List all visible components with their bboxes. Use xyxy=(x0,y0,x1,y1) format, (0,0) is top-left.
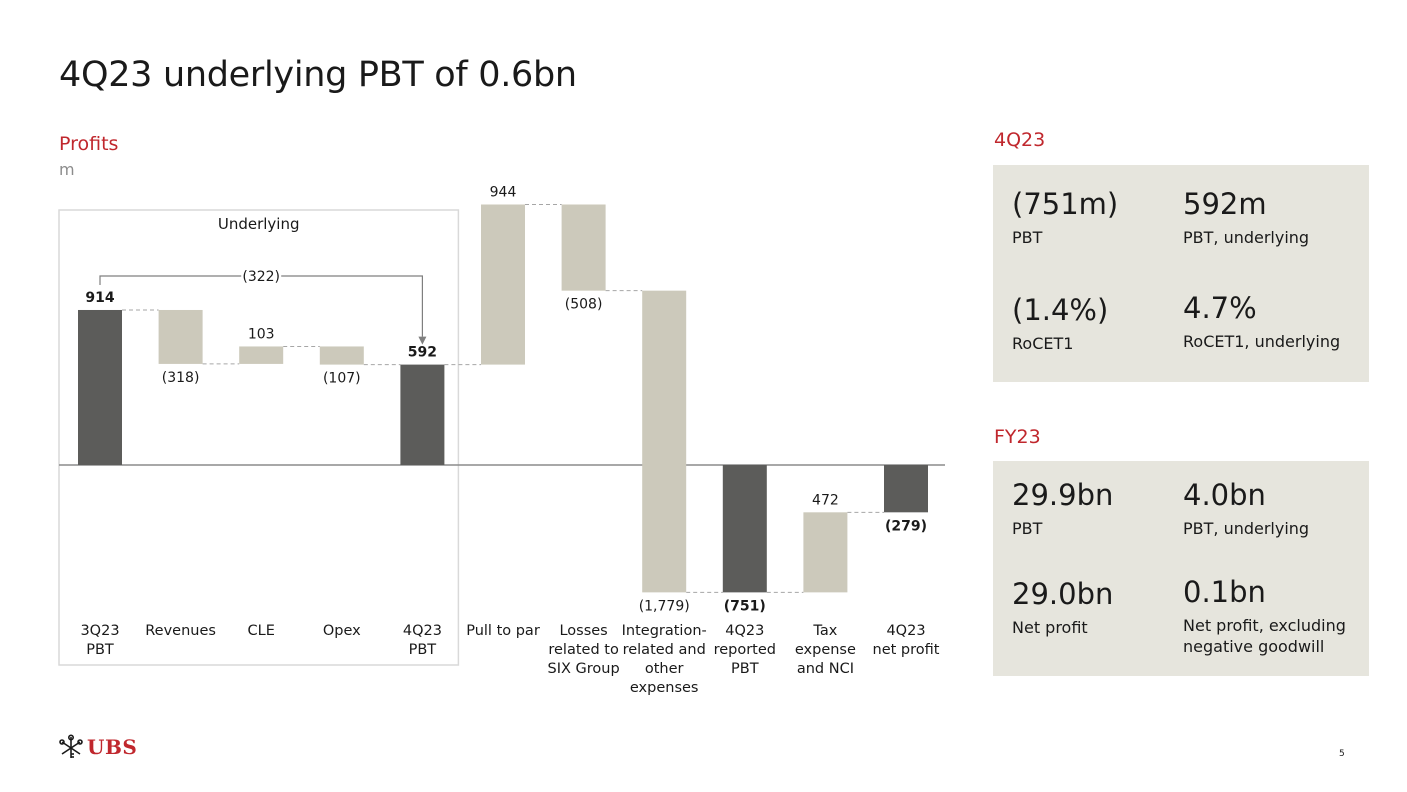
category-label: Tax expense and NCI xyxy=(795,623,856,677)
kpi-value: 4.7% xyxy=(1183,291,1257,325)
data-label: (508) xyxy=(565,297,603,313)
bar-total xyxy=(722,465,767,593)
page-number: 5 xyxy=(1339,749,1345,759)
data-label: (1,779) xyxy=(639,598,690,614)
bar-total xyxy=(884,465,928,513)
category-label: CLE xyxy=(248,623,275,639)
kpi-fy-net-profit: 29.0bn Net profit xyxy=(1012,577,1187,638)
bar-delta xyxy=(481,204,525,365)
kpi-label: PBT, underlying xyxy=(1183,228,1310,247)
category-label-line: Losses xyxy=(559,623,607,639)
kpi-q4-pbt: (751m) PBT xyxy=(1012,187,1187,248)
waterfall-chart: Underlying 914 3Q23 PBT (318) Revenues 103 CLE (… xyxy=(58,184,945,696)
fy-heading: FY23 xyxy=(994,426,1041,448)
data-label: 944 xyxy=(490,184,517,200)
bar-delta xyxy=(158,309,203,364)
kpi-value: 0.1bn xyxy=(1183,575,1266,609)
kpi-q4-rocet1-underlying: 4.7% RoCET1, underlying xyxy=(1183,291,1358,352)
category-label-line: other xyxy=(645,661,684,677)
kpi-value: 29.0bn xyxy=(1012,577,1114,611)
chart-unit: m xyxy=(59,160,75,179)
category-label: Revenues xyxy=(145,623,216,639)
kpi-label: RoCET1 xyxy=(1012,334,1074,353)
category-label-line: Integration- xyxy=(622,623,707,639)
keys-icon xyxy=(59,734,83,758)
data-label: (107) xyxy=(323,371,361,387)
kpi-fy-pbt: 29.9bn PBT xyxy=(1012,478,1187,539)
data-label: (318) xyxy=(162,370,200,386)
kpi-label: PBT xyxy=(1012,519,1043,538)
category-label-line: Tax xyxy=(812,623,837,639)
logo-text: UBS xyxy=(87,735,138,759)
category-label-line: reported xyxy=(714,642,776,658)
underlying-group-box xyxy=(58,209,460,666)
kpi-label: Net profit, excluding negative goodwill xyxy=(1183,616,1346,656)
kpi-value: 29.9bn xyxy=(1012,478,1114,512)
kpi-label: PBT, underlying xyxy=(1183,519,1310,538)
underlying-group-label: Underlying xyxy=(218,215,300,233)
category-label-line: PBT xyxy=(731,661,759,677)
category-label: Opex xyxy=(323,623,361,639)
category-label-line: 4Q23 xyxy=(403,623,442,639)
kpi-label: PBT xyxy=(1012,228,1043,247)
category-label-line: Pull to par xyxy=(466,623,540,639)
data-label: 103 xyxy=(248,326,275,342)
category-label: 3Q23 PBT xyxy=(80,623,119,658)
page-title: 4Q23 underlying PBT of 0.6bn xyxy=(59,55,577,95)
chart-title: Profits xyxy=(59,133,119,155)
category-label-line: PBT xyxy=(86,642,114,658)
kpi-label: RoCET1, underlying xyxy=(1183,332,1341,351)
category-label-line: PBT xyxy=(409,642,437,658)
kpi-fy-net-profit-excl-goodwill: 0.1bn Net profit, excluding negative goo… xyxy=(1183,575,1358,657)
bar-total xyxy=(78,309,122,465)
bridge-line-left xyxy=(99,275,242,285)
bar-delta xyxy=(803,512,848,593)
category-label-line: 4Q23 xyxy=(725,623,764,639)
kpi-value: 4.0bn xyxy=(1183,478,1266,512)
category-label: 4Q23 PBT xyxy=(403,623,442,658)
kpi-q4-pbt-underlying: 592m PBT, underlying xyxy=(1183,187,1358,248)
bridge-arrowhead xyxy=(418,336,427,345)
category-label-line: Opex xyxy=(323,623,361,639)
data-label: (751) xyxy=(724,598,766,614)
category-label-line: 4Q23 xyxy=(886,623,925,639)
category-label: Integration-related and other expenses xyxy=(622,623,707,696)
q4-heading: 4Q23 xyxy=(994,129,1046,151)
bar-delta xyxy=(642,290,687,593)
ubs-logo: UBS xyxy=(59,734,137,760)
category-label-line: related to xyxy=(548,642,619,658)
data-label: 472 xyxy=(812,492,839,508)
category-label: Losses related to SIX Group xyxy=(548,623,620,677)
category-label-line: expense xyxy=(795,642,856,658)
category-label-line: expenses xyxy=(630,680,699,696)
kpi-q4-rocet1: (1.4%) RoCET1 xyxy=(1012,293,1187,354)
category-label-line: SIX Group xyxy=(548,661,620,677)
category-label-line: and NCI xyxy=(797,661,854,677)
category-label-line: Revenues xyxy=(145,623,216,639)
q4-kpi-panel: (751m) PBT 592m PBT, underlying (1.4%) R… xyxy=(993,165,1369,382)
data-label: (279) xyxy=(885,518,927,534)
category-label-line: 3Q23 xyxy=(80,623,119,639)
category-label: 4Q23 net profit xyxy=(873,623,940,658)
kpi-fy-pbt-underlying: 4.0bn PBT, underlying xyxy=(1183,478,1358,539)
category-label: Pull to par xyxy=(466,623,540,639)
category-label: 4Q23 reported PBT xyxy=(714,623,776,677)
bar-delta xyxy=(239,346,284,364)
category-label-line: CLE xyxy=(248,623,275,639)
category-label-line: net profit xyxy=(873,642,940,658)
bridge-line-right xyxy=(281,275,423,337)
category-label-line: related and xyxy=(623,642,706,658)
bridge-label: (322) xyxy=(242,269,280,285)
kpi-value: (1.4%) xyxy=(1012,293,1109,327)
data-label: 592 xyxy=(408,345,437,361)
bar-total xyxy=(400,364,445,465)
bar-delta xyxy=(561,204,606,291)
bar-delta xyxy=(319,346,364,365)
data-label: 914 xyxy=(85,290,114,306)
fy-kpi-panel: 29.9bn PBT 4.0bn PBT, underlying 29.0bn … xyxy=(993,461,1369,676)
kpi-value: 592m xyxy=(1183,187,1267,221)
kpi-value: (751m) xyxy=(1012,187,1119,221)
kpi-label: Net profit xyxy=(1012,618,1088,637)
